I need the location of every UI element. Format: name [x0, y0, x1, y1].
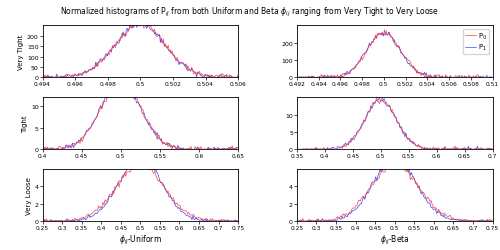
X-axis label: $\phi_{ij}$-Uniform: $\phi_{ij}$-Uniform	[119, 233, 162, 246]
Y-axis label: Tight: Tight	[22, 115, 28, 132]
Y-axis label: Very Tight: Very Tight	[18, 34, 24, 70]
X-axis label: $\phi_{ij}$-Beta: $\phi_{ij}$-Beta	[380, 233, 410, 246]
Y-axis label: Very Loose: Very Loose	[26, 176, 32, 214]
Text: Normalized histograms of P$_{ij}$ from both Uniform and Beta $\phi_{ij}$ ranging: Normalized histograms of P$_{ij}$ from b…	[60, 6, 440, 19]
Legend: P$_0$, P$_1$: P$_0$, P$_1$	[463, 30, 489, 55]
